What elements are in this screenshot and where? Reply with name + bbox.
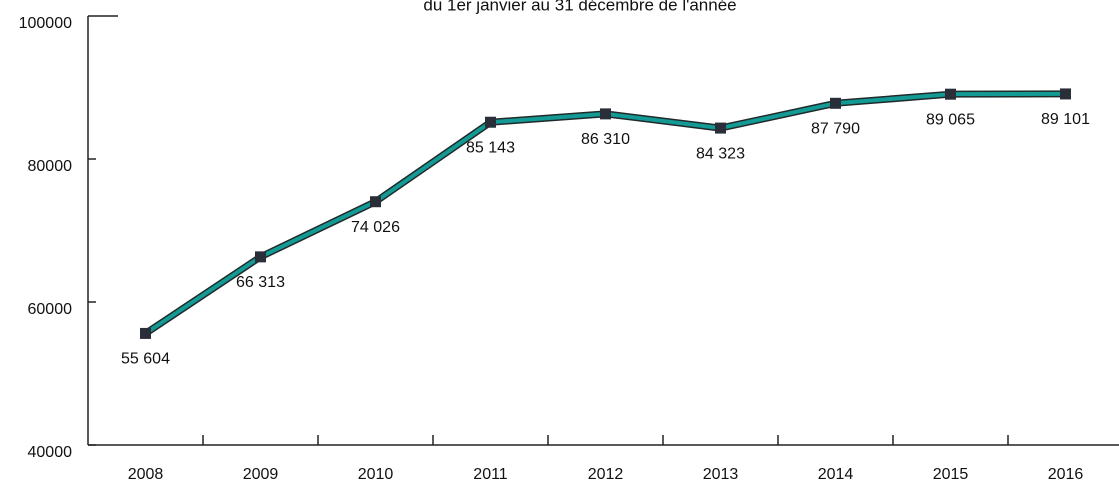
y-tick-label: 80000 <box>28 158 73 175</box>
marker <box>945 88 956 100</box>
data-label: 74 026 <box>351 219 400 236</box>
data-label: 85 143 <box>466 139 515 156</box>
x-tick-label: 2016 <box>1048 466 1084 483</box>
x-tick-label: 2011 <box>473 466 508 483</box>
data-label: 89 065 <box>926 111 975 128</box>
marker <box>600 108 611 120</box>
y-tick-label: 40000 <box>28 444 73 461</box>
marker <box>255 251 266 263</box>
data-label: 87 790 <box>811 121 860 138</box>
marker <box>830 97 841 109</box>
data-label: 89 101 <box>1041 111 1090 128</box>
x-tick-label: 2008 <box>128 466 164 483</box>
data-label: 55 604 <box>121 351 170 368</box>
marker <box>715 122 726 134</box>
marker <box>1060 88 1071 100</box>
data-label: 66 313 <box>236 274 285 291</box>
x-tick-label: 2014 <box>818 466 854 483</box>
data-label: 86 310 <box>581 131 630 148</box>
y-tick-label: 100000 <box>19 15 72 32</box>
marker <box>485 116 496 128</box>
y-tick-label: 60000 <box>28 301 73 318</box>
x-tick-label: 2015 <box>933 466 969 483</box>
marker <box>140 327 151 339</box>
line <box>144 91 1066 336</box>
x-tick-label: 2009 <box>243 466 279 483</box>
data-label: 84 323 <box>696 145 745 162</box>
chart-subtitle: du 1er janvier au 31 décembre de l'année <box>423 0 736 14</box>
x-tick-label: 2013 <box>703 466 739 483</box>
x-tick-label: 2010 <box>358 466 394 483</box>
x-tick-label: 2012 <box>588 466 624 483</box>
line-outline <box>143 90 1066 337</box>
marker <box>370 196 381 208</box>
